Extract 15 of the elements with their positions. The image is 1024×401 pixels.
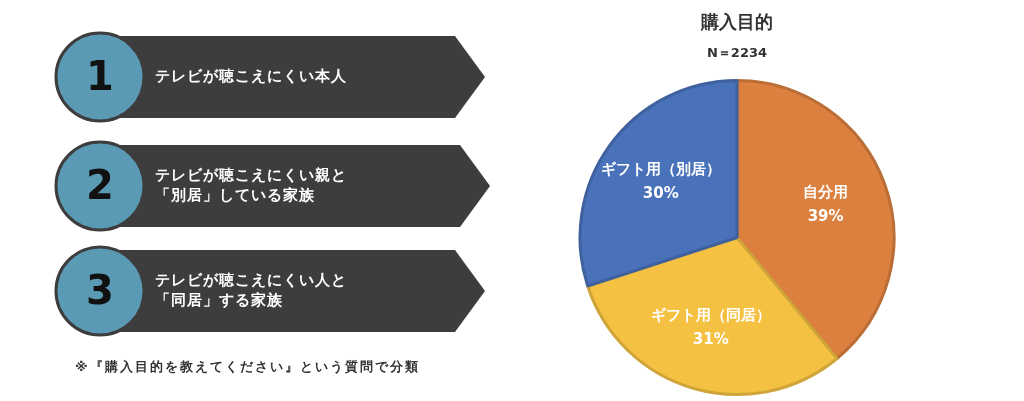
slice-label: ギフト用（同居） bbox=[650, 305, 771, 324]
text: テレビが聴こえにくい親と「別居」している家族 bbox=[155, 165, 348, 205]
text: ※『購入目的を教えてください』という質問で分類 bbox=[75, 358, 420, 376]
text: 3 bbox=[85, 267, 115, 313]
chart-title: 購入目的 bbox=[700, 10, 774, 34]
chart-subtitle: N＝2234 bbox=[705, 44, 769, 62]
data-label: 39% bbox=[807, 207, 844, 226]
data-label: 31% bbox=[692, 329, 729, 348]
slice-label: ギフト用（別居） bbox=[600, 160, 721, 179]
text: テレビが聴こえにくい本人 bbox=[155, 66, 348, 86]
text: テレビが聴こえにくい人と「同居」する家族 bbox=[155, 270, 348, 310]
text: 1 bbox=[85, 53, 115, 99]
text: 2 bbox=[85, 162, 115, 208]
slice-label: 自分用 bbox=[803, 183, 849, 202]
data-label: 30% bbox=[642, 184, 679, 203]
